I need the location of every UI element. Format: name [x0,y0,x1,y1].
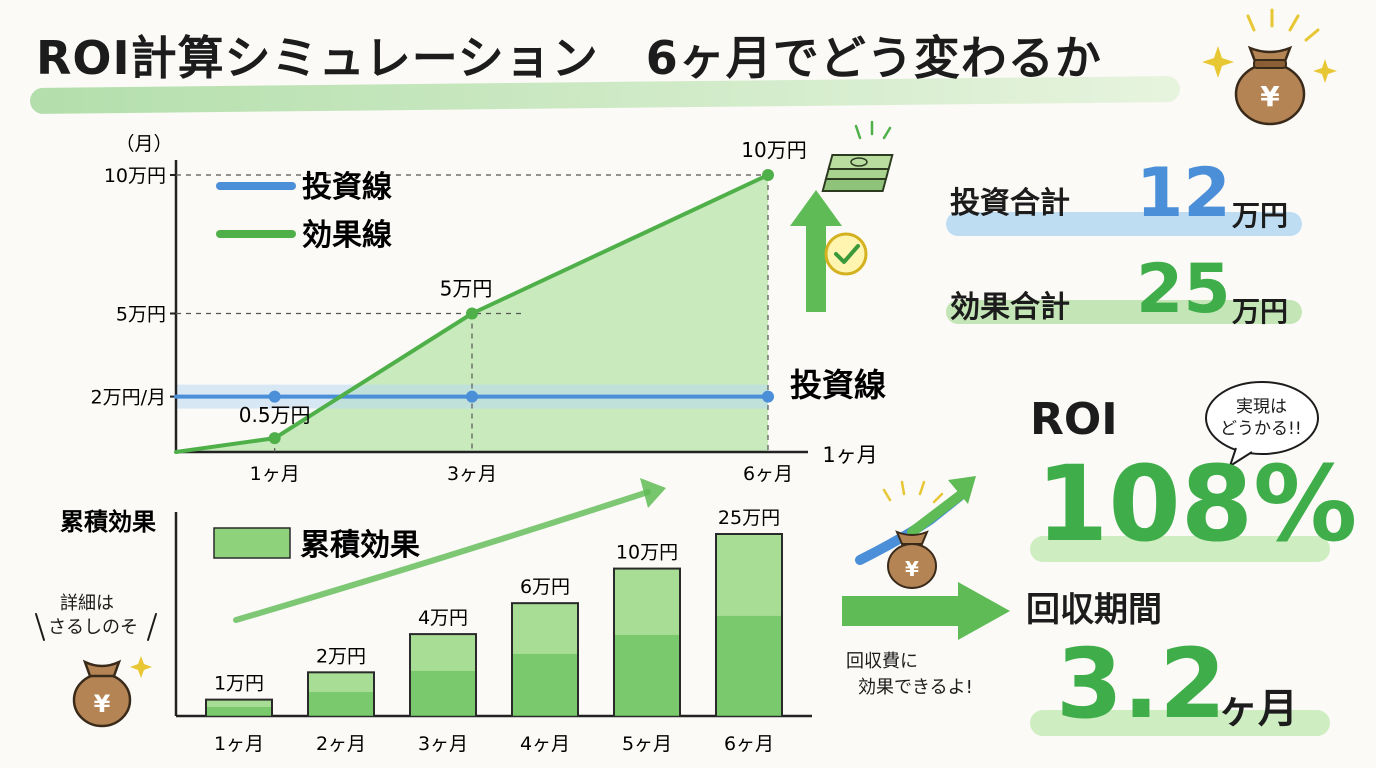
bar-legend-label: 累積効果 [300,528,420,563]
payback-note-line-1: 回収費に [846,651,918,672]
bar-fill [513,653,577,716]
effect-total-unit: 万円 [1232,295,1289,328]
investment-total-value: 12 [1136,154,1231,233]
investment-point [466,390,478,403]
bar-category-label: 6ヶ月 [724,733,774,755]
y-tick-label: 2万円/月 [91,387,167,409]
roi-value: 108% [1036,443,1358,565]
bar-fill [717,615,781,716]
bar-value-label: 2万円 [316,645,366,667]
payback-highlight [1030,710,1330,736]
investment-point [268,390,281,403]
bar-category-label: 3ヶ月 [418,733,468,755]
trend-arrow [233,489,651,623]
investment-highlight [946,212,1302,236]
bar-value-label: 4万円 [418,607,468,629]
effect-total-label: 効果合計 [950,290,1070,325]
investment-total-unit: 万円 [1232,199,1289,232]
bar-fill [411,670,475,716]
point-label: 10万円 [741,138,806,162]
roi-bubble-line-2: どうかる!! [1220,419,1302,439]
bar-category-label: 2ヶ月 [316,733,366,755]
y-tick-label: 5万円 [116,304,166,326]
investment-total-label: 投資合計 [950,186,1070,221]
effect-point [762,169,774,181]
bar-legend-swatch [213,527,291,559]
side-note-line-2: さるしのそ [48,617,138,638]
bar-category-label: 1ヶ月 [214,733,264,755]
effect-total-value: 25 [1136,250,1231,329]
bar-category-label: 5ヶ月 [622,733,672,755]
payback-note-line-2: 効果できるよ! [858,677,973,698]
bar-y-axis-label: 累積効果 [60,508,156,536]
x-tick-label: 3ヶ月 [447,463,497,485]
trend-arrowhead [640,478,666,508]
x-tick-label: 6ヶ月 [743,463,793,485]
investment-line-end-label: 投資線 [790,366,886,404]
roi-highlight [1030,536,1330,562]
bar-fill [309,691,373,716]
legend-label: 投資線 [302,170,392,205]
payback-value: 3.2 [1056,628,1227,740]
effect-line [174,173,770,454]
bar-value-label: 1万円 [214,673,264,695]
y-tick-label: 10万円 [104,165,166,187]
x-tick-label: 1ヶ月 [250,463,300,485]
side-note-line-1: 詳細は [60,593,114,614]
payback-label: 回収期間 [1026,590,1162,630]
effect-highlight [946,300,1302,324]
point-label: 0.5万円 [239,403,311,427]
page-title: ROI計算シミュレーション 6ヶ月でどう変わるか [36,31,1102,85]
bar-value-label: 10万円 [616,542,678,564]
legend-label: 効果線 [302,218,392,253]
effect-point [466,307,478,320]
bar-fill [207,706,271,716]
payback-unit: ヶ月 [1218,686,1298,732]
roi-bubble-line-1: 実現は [1236,397,1287,417]
point-label: 5万円 [440,277,493,301]
bar-value-label: 25万円 [718,507,780,529]
bar-value-label: 6万円 [520,576,570,598]
y-axis-label: （月） [115,133,172,155]
effect-point [268,432,281,445]
investment-point [762,390,774,403]
roi-label: ROI [1030,394,1118,445]
bar-fill [615,634,679,716]
bar-category-label: 4ヶ月 [520,733,570,755]
x-axis-end-label: 1ヶ月 [822,443,877,467]
